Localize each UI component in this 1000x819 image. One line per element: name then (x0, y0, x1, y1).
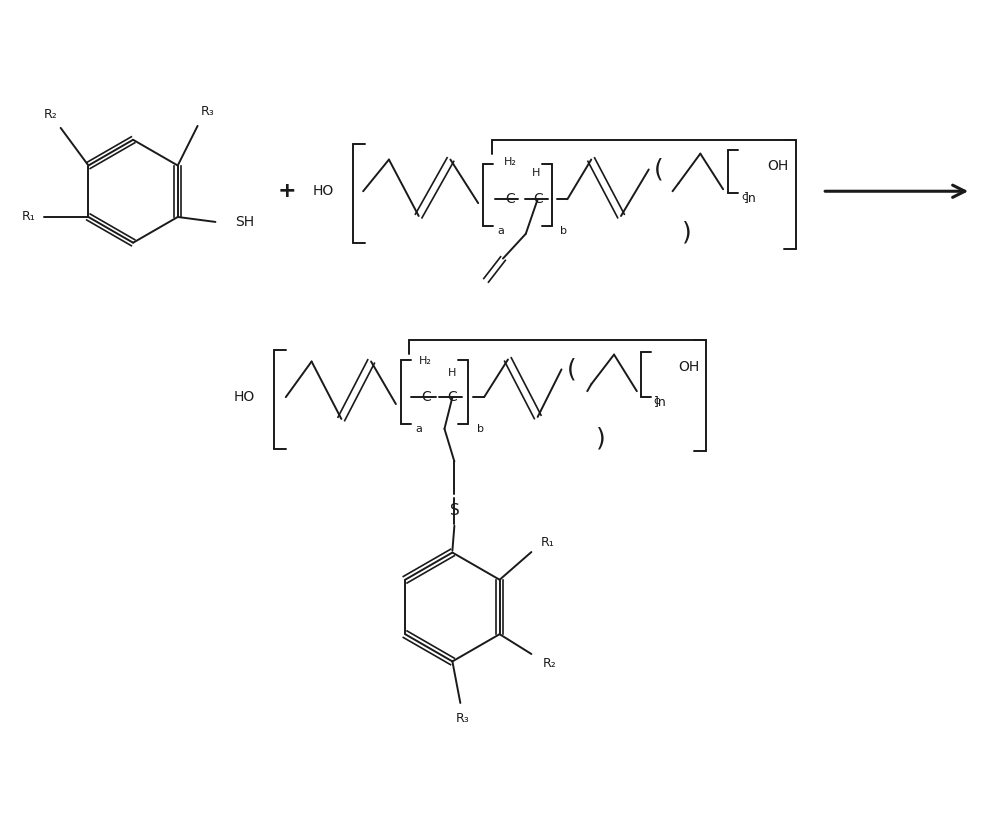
Text: R₂: R₂ (44, 107, 58, 120)
Text: H: H (448, 369, 457, 378)
Text: R₃: R₃ (201, 105, 214, 118)
Text: ): ) (596, 427, 606, 450)
Text: OH: OH (767, 160, 788, 174)
Text: R₃: R₃ (455, 713, 469, 726)
Text: C: C (533, 192, 543, 206)
Text: H: H (532, 169, 540, 179)
Text: HO: HO (234, 390, 255, 404)
Text: +: + (277, 181, 296, 201)
Text: b: b (560, 226, 567, 236)
Text: R₁: R₁ (22, 210, 36, 224)
Text: a: a (498, 226, 504, 236)
Text: C: C (421, 390, 431, 404)
Text: C: C (448, 390, 457, 404)
Text: HO: HO (313, 184, 334, 198)
Text: SH: SH (236, 215, 255, 229)
Text: C: C (505, 192, 515, 206)
Text: R₁: R₁ (540, 536, 554, 549)
Text: ]n: ]n (654, 395, 667, 408)
Text: OH: OH (678, 360, 699, 374)
Text: b: b (477, 423, 484, 434)
Text: ): ) (682, 221, 691, 245)
Text: R₂: R₂ (542, 658, 556, 671)
Text: c: c (741, 192, 747, 202)
Text: H₂: H₂ (503, 156, 516, 166)
Text: (: ( (567, 357, 576, 382)
Text: S: S (450, 504, 459, 518)
Text: c: c (654, 396, 660, 406)
Text: ]n: ]n (744, 191, 756, 204)
Text: (: ( (654, 157, 664, 182)
Text: H₂: H₂ (419, 356, 432, 366)
Text: a: a (415, 423, 422, 434)
